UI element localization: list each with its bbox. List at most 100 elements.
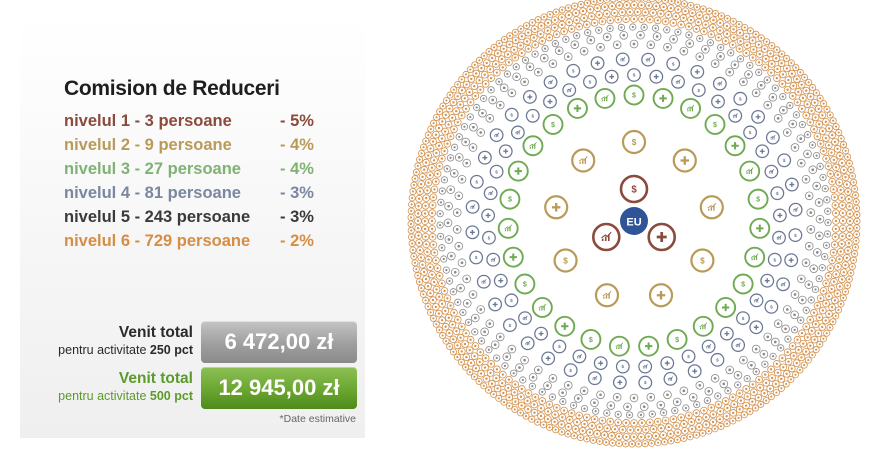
member-node [804, 280, 814, 289]
member-dot [631, 25, 634, 29]
plus-icon [527, 94, 533, 100]
chart-icon-bar [551, 80, 553, 85]
member-dot [795, 77, 799, 81]
member-dot [669, 432, 672, 436]
member-node [804, 356, 812, 364]
member-dot [758, 52, 761, 56]
member-node [435, 124, 443, 132]
chart-icon-bar [704, 324, 706, 330]
member-dot [689, 435, 692, 438]
member-node [843, 254, 851, 262]
member-node [824, 207, 832, 215]
member-node [633, 8, 642, 16]
member-dot [605, 35, 609, 39]
member-circle [655, 0, 663, 3]
member-dot [541, 390, 544, 394]
member-dot [520, 387, 523, 391]
member-dot [763, 363, 766, 366]
level-label: nivelul 4 - 81 persoane [64, 184, 241, 202]
member-dot [432, 159, 436, 162]
member-dot [474, 344, 477, 348]
member-dot [422, 293, 425, 296]
member-dot [836, 265, 840, 268]
member-dot [842, 143, 845, 146]
member-dot [752, 48, 755, 51]
member-node: $ [469, 174, 484, 189]
member-dot [585, 23, 589, 26]
member-node [567, 25, 576, 33]
member-dot [628, 10, 632, 14]
member-dot [815, 154, 818, 157]
member-node [580, 404, 589, 413]
income-amount-box: 12 945,00 zł [201, 367, 357, 409]
member-node [524, 405, 532, 414]
member-dot [848, 205, 851, 208]
member-dot [459, 103, 462, 106]
member-node [765, 130, 780, 145]
chart-icon-bar [780, 285, 782, 287]
member-node [418, 173, 427, 181]
member-circle [616, 0, 623, 2]
member-dot [460, 261, 464, 265]
member-dot [433, 188, 436, 191]
member-node [421, 232, 430, 241]
member-dot [415, 268, 418, 271]
member-dot [422, 270, 426, 274]
member-node: $ [619, 174, 649, 204]
member-dot [484, 356, 487, 360]
chart-icon-bar [518, 131, 520, 135]
member-node [741, 23, 749, 31]
member-dot [598, 13, 601, 17]
member-node [432, 149, 441, 157]
chart-icon-bar [738, 343, 740, 348]
chart-icon-bar [539, 308, 541, 311]
chart-icon-bar [497, 133, 499, 138]
member-node [475, 76, 484, 85]
member-dot [747, 73, 750, 76]
member-dot [443, 178, 446, 181]
member-node [772, 208, 787, 223]
member-node [701, 44, 710, 54]
member-node [558, 388, 567, 398]
member-node [622, 419, 630, 427]
member-node: $ [553, 248, 578, 273]
member-node [843, 180, 851, 189]
member-node [796, 134, 806, 143]
member-dot [508, 396, 511, 399]
member-node: $ [710, 352, 725, 367]
member-node [629, 393, 639, 403]
member-node [779, 105, 788, 115]
member-dot [817, 201, 821, 204]
member-node [760, 389, 769, 398]
member-dot [464, 73, 468, 76]
member-dot [821, 266, 824, 269]
member-dot [781, 356, 784, 360]
member-dot [687, 414, 691, 417]
footnote: *Date estimative [279, 413, 356, 425]
member-dot [419, 256, 423, 259]
member-dot [482, 97, 485, 100]
member-node [472, 69, 481, 78]
member-node: $ [621, 129, 647, 155]
member-dot [482, 384, 485, 387]
member-node [593, 4, 602, 12]
member-dot [659, 403, 663, 407]
member-node [435, 309, 443, 318]
member-node [544, 195, 569, 220]
member-node [449, 288, 457, 296]
chart-icon-trend [750, 253, 759, 259]
member-node [807, 106, 816, 115]
member-node [630, 1, 638, 9]
member-node [736, 28, 744, 37]
member-node [470, 373, 478, 381]
member-node [603, 424, 612, 433]
member-node [622, 433, 631, 441]
member-node [594, 283, 620, 308]
member-node [497, 217, 519, 239]
member-node [422, 275, 430, 283]
member-node: $ [482, 230, 496, 245]
member-dot [795, 113, 798, 116]
chart-icon-bar [757, 298, 759, 303]
member-node [421, 209, 429, 218]
member-node [432, 131, 440, 139]
